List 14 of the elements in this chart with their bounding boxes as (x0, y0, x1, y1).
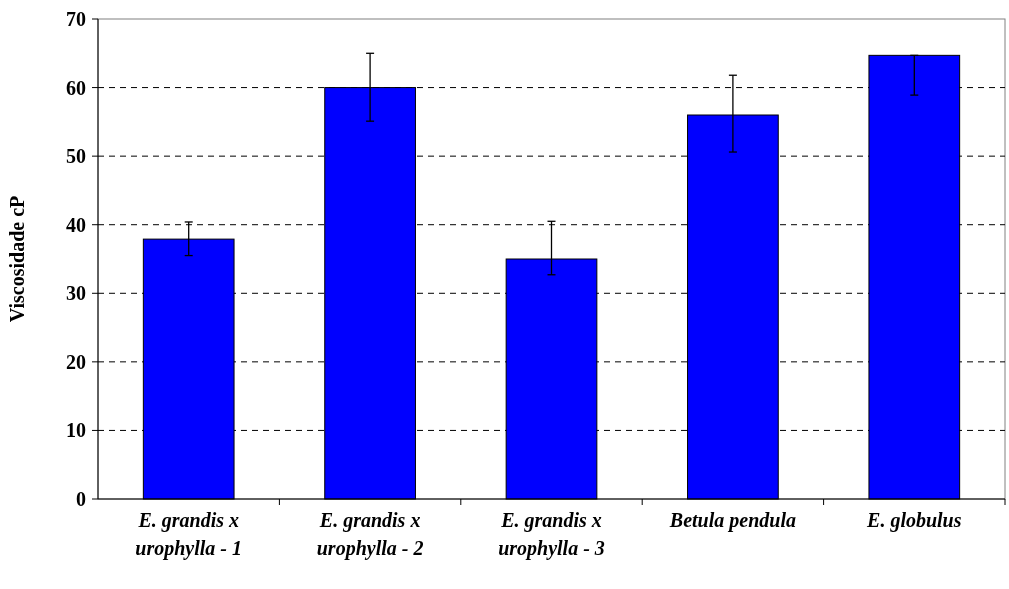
y-tick-label: 0 (76, 488, 86, 510)
x-tick-label: E. grandis x urophylla - 2 (316, 509, 424, 560)
y-tick-label: 50 (66, 145, 86, 168)
y-axis-title: Viscosidade cP (6, 195, 28, 323)
x-tick-label: Betula pendula (668, 509, 796, 532)
x-tick-label: E. globulus (866, 509, 962, 532)
x-tick-label: E. grandis x urophylla - 1 (135, 509, 243, 560)
x-tick-label: E. grandis x urophylla - 3 (498, 509, 605, 560)
y-tick-label: 10 (66, 419, 86, 442)
y-tick-label: 40 (66, 213, 86, 236)
y-tick-label: 20 (66, 350, 86, 373)
y-tick-label: 30 (66, 282, 86, 305)
y-tick-label: 60 (66, 76, 86, 99)
y-tick-label: 70 (66, 8, 86, 30)
